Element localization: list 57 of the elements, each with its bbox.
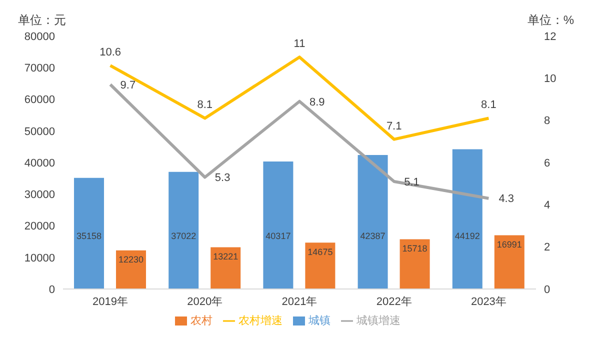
- legend-label: 农村增速: [238, 315, 282, 327]
- y-tick-label: 60000: [24, 94, 55, 106]
- data-label: 5.1: [404, 176, 420, 188]
- bar: [210, 247, 241, 289]
- y-tick-label: 40000: [24, 157, 55, 170]
- data-label: 8.1: [197, 99, 213, 112]
- data-label: 14675: [308, 246, 333, 257]
- y2-tick-label: 4: [544, 200, 550, 212]
- y-tick-label: 20000: [24, 220, 55, 233]
- data-label: 8.1: [481, 99, 496, 112]
- y2-axis-title: 单位：%: [527, 12, 574, 29]
- x-tick-label: 2020年: [187, 296, 223, 308]
- bar: [74, 178, 104, 289]
- x-tick-label: 2022年: [376, 296, 412, 308]
- data-label: 4.3: [498, 193, 514, 206]
- y-tick-label: 0: [48, 284, 55, 296]
- bar: [400, 239, 430, 289]
- bar: [263, 162, 294, 289]
- y-tick-label: 70000: [24, 62, 55, 75]
- data-label: 16991: [496, 240, 522, 250]
- y-tick-label: 50000: [24, 126, 55, 138]
- y-tick-label: 10000: [24, 252, 55, 264]
- y2-tick-label: 2: [544, 242, 550, 254]
- bar: [305, 242, 336, 289]
- data-label: 40317: [266, 231, 291, 241]
- data-label: 35158: [76, 231, 102, 241]
- legend-label: 城镇: [308, 315, 330, 327]
- bar: [452, 149, 482, 289]
- data-label: 44192: [454, 231, 480, 241]
- legend-label: 城镇增速: [356, 315, 400, 327]
- y2-tick-label: 8: [544, 115, 550, 128]
- bar: [494, 235, 524, 289]
- bar: [358, 154, 388, 289]
- y-axis-title: 单位：元: [18, 12, 66, 29]
- data-label: 37022: [171, 231, 196, 241]
- y2-tick-label: 6: [544, 157, 550, 170]
- data-label: 8.9: [310, 96, 325, 108]
- bar: [116, 250, 146, 289]
- bar: [168, 172, 199, 289]
- y2-tick-label: 12: [544, 30, 556, 43]
- y-tick-label: 30000: [24, 189, 55, 202]
- y-tick-label: 80000: [24, 30, 55, 43]
- x-tick-label: 2021年: [282, 296, 318, 308]
- data-label: 5.3: [214, 172, 230, 184]
- data-label: 7.1: [386, 120, 402, 132]
- y2-tick-label: 0: [544, 284, 550, 296]
- data-label: 10.6: [100, 46, 122, 59]
- x-tick-label: 2023年: [470, 296, 506, 308]
- data-label: 11: [294, 38, 306, 50]
- data-label: 9.7: [120, 79, 136, 92]
- data-label: 42387: [360, 231, 386, 241]
- x-tick-label: 2019年: [92, 296, 128, 308]
- data-label: 15718: [402, 244, 428, 254]
- data-label: 13221: [213, 252, 238, 262]
- data-label: 12230: [118, 254, 144, 265]
- y2-tick-label: 10: [544, 73, 556, 86]
- legend-label: 农村: [190, 315, 212, 327]
